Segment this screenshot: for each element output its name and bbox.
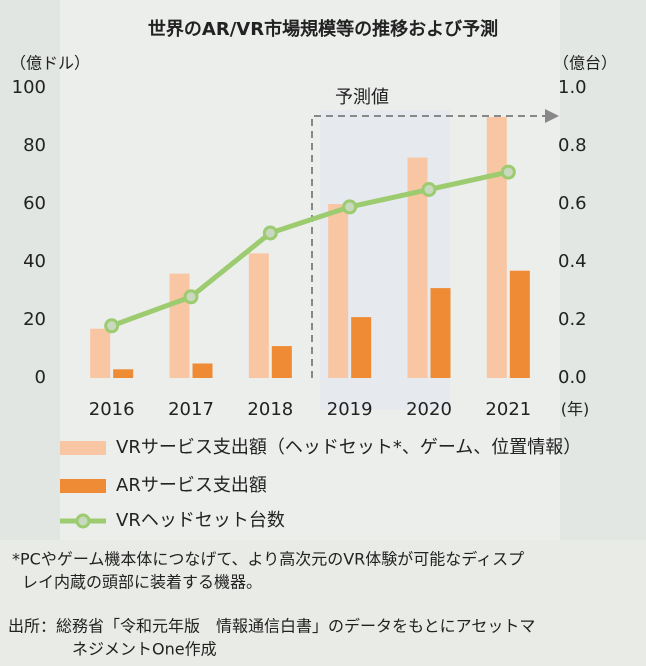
y-tick-label: 20 [23, 309, 46, 330]
line-marker [185, 291, 197, 303]
bar [431, 288, 451, 378]
bar [351, 317, 371, 378]
legend-swatch [60, 479, 106, 493]
y-tick-label: 0 [35, 367, 46, 388]
line-marker [106, 320, 118, 332]
y-unit: （億ドル） [10, 54, 90, 73]
legend-swatch [77, 515, 89, 527]
line-marker [344, 201, 356, 213]
x-tick-label: 2018 [247, 399, 293, 420]
bar [272, 346, 292, 378]
source: 出所：総務省「令和元年版 情報通信白書」のデータをもとにアセットマ [8, 617, 535, 636]
y2-tick-label: 0.2 [558, 309, 587, 330]
source: ネジメントOne作成 [72, 640, 217, 659]
x-tick-label: 2016 [89, 399, 135, 420]
line-marker [264, 227, 276, 239]
x-tick-label: 2020 [406, 399, 452, 420]
y2-tick-label: 0.0 [558, 367, 587, 388]
y-tick-label: 100 [12, 77, 46, 98]
line-marker [502, 166, 514, 178]
y2-unit: （億台） [553, 54, 617, 73]
bar [193, 364, 213, 379]
bar [487, 117, 507, 378]
y2-tick-label: 1.0 [558, 77, 587, 98]
chart: 世界のAR/VR市場規模等の推移および予測 （億ドル） （億台） (年) 予測値… [0, 0, 646, 666]
y-tick-label: 60 [23, 193, 46, 214]
x-unit: (年) [561, 400, 590, 419]
y2-tick-label: 0.8 [558, 135, 587, 156]
y2-tick-label: 0.4 [558, 251, 587, 272]
bar [170, 274, 190, 378]
bar [113, 369, 133, 378]
y2-tick-label: 0.6 [558, 193, 587, 214]
x-tick-label: 2017 [168, 399, 214, 420]
line-marker [423, 184, 435, 196]
legend-label: VRヘッドセット台数 [116, 510, 285, 531]
x-tick-label: 2021 [485, 399, 531, 420]
bar [510, 271, 530, 378]
y-tick-label: 80 [23, 135, 46, 156]
bar [328, 204, 348, 378]
legend-swatch [60, 441, 106, 455]
footnote: *PCやゲーム機本体につなげて、より高次元のVR体験が可能なディスプ [12, 550, 524, 569]
bar [249, 253, 269, 378]
legend-label: VRサービス支出額（ヘッドセット*、ゲーム、位置情報） [116, 437, 581, 458]
x-tick-label: 2019 [327, 399, 373, 420]
legend-label: ARサービス支出額 [116, 475, 267, 496]
chart-title: 世界のAR/VR市場規模等の推移および予測 [148, 18, 498, 40]
footnote: レイ内蔵の頭部に装着する機器。 [22, 573, 262, 592]
annotation: 予測値 [335, 87, 389, 108]
bar [90, 329, 110, 378]
y-tick-label: 40 [23, 251, 46, 272]
